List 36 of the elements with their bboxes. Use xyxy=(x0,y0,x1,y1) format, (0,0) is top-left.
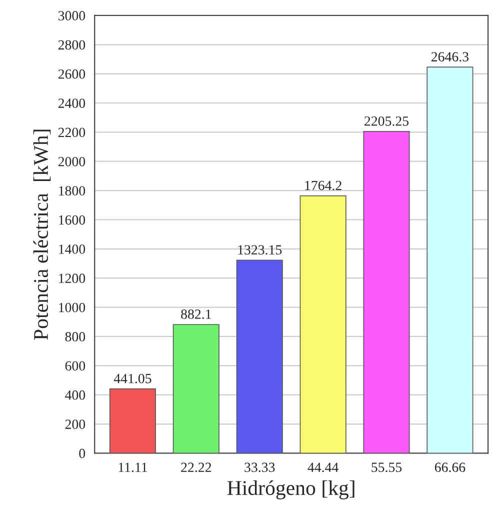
bar xyxy=(236,260,283,454)
x-tick-label: 66.66 xyxy=(434,462,466,472)
data-label: 882.1 xyxy=(181,310,211,319)
bar xyxy=(426,66,474,454)
y-tick-label: 2000 xyxy=(58,156,86,166)
y-tick-label: 1600 xyxy=(59,215,86,225)
y-tick-label: 2800 xyxy=(58,40,86,50)
y-tick-label: 200 xyxy=(65,420,86,429)
y-tick-label: 2600 xyxy=(58,69,86,79)
y-tick-label: 2200 xyxy=(58,128,86,138)
y-tick-label: 400 xyxy=(65,390,86,400)
data-label: 1323.15 xyxy=(238,245,282,255)
data-label: 2205.25 xyxy=(364,116,409,126)
y-tick-label: 1400 xyxy=(59,244,86,254)
y-axis-title: Potencia eléctrica [kWh] xyxy=(33,130,51,340)
data-label: 1764.2 xyxy=(305,180,342,190)
y-tick-label: 3000 xyxy=(58,11,86,20)
data-label: 2646.3 xyxy=(431,52,469,62)
x-axis-title: Hidrógeno [kg] xyxy=(227,480,354,500)
x-tick-label: 11.11 xyxy=(118,462,147,472)
y-tick-label: 1000 xyxy=(59,302,86,312)
y-tick-label: 0 xyxy=(79,448,86,458)
bar xyxy=(300,195,346,454)
data-label: 441.05 xyxy=(114,374,152,384)
x-tick-label: 33.33 xyxy=(244,462,275,472)
bar xyxy=(172,324,220,454)
x-tick-label: 55.55 xyxy=(372,462,402,472)
bar xyxy=(363,130,410,454)
y-tick-label: 800 xyxy=(65,332,86,342)
x-tick-label: 44.44 xyxy=(308,462,338,472)
x-tick-label: 22.22 xyxy=(181,462,212,472)
y-tick-label: 2400 xyxy=(58,98,86,108)
bar xyxy=(109,388,156,454)
y-tick-label: 1800 xyxy=(59,186,86,196)
y-tick-label: 1200 xyxy=(59,274,86,284)
y-tick-label: 600 xyxy=(65,361,86,371)
